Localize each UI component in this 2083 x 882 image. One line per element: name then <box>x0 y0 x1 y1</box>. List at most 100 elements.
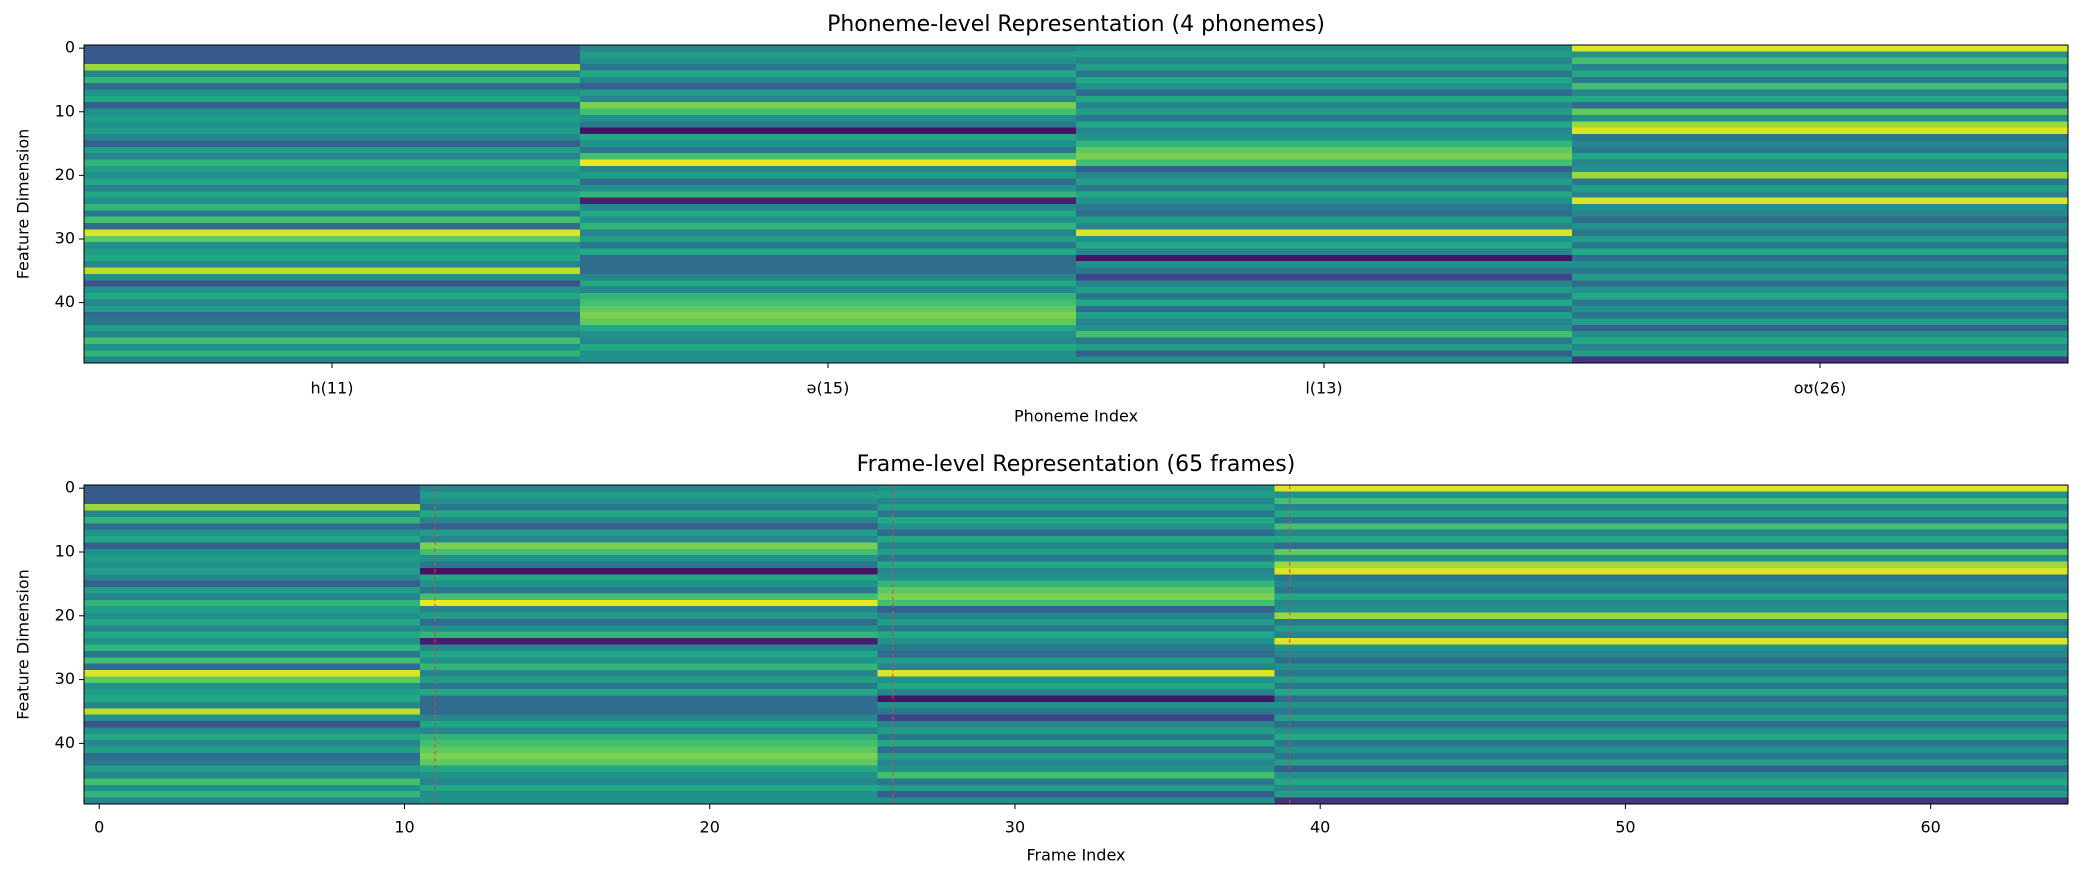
heatmap-cell <box>1076 172 1573 180</box>
heatmap-cell <box>84 273 581 281</box>
heatmap-cell <box>1274 778 2069 786</box>
y-tick-label: 20 <box>55 165 75 184</box>
heatmap-cell <box>1572 134 2069 141</box>
heatmap-cell <box>877 555 1275 563</box>
heatmap-cell <box>419 644 879 652</box>
heatmap-cell <box>1274 740 2069 748</box>
x-tick-label: oʊ(26) <box>1794 379 1847 398</box>
heatmap-cell <box>419 746 879 754</box>
heatmap-cell <box>1274 516 2069 524</box>
heatmap-cell <box>580 267 1077 275</box>
heatmap-cell <box>84 343 581 351</box>
heatmap-cell <box>877 714 1275 722</box>
heatmap-cell <box>1274 631 2069 639</box>
heatmap-cell <box>419 612 879 620</box>
heatmap-cell <box>1274 663 2069 671</box>
heatmap-cell <box>877 746 1275 754</box>
heatmap-cell <box>580 70 1077 78</box>
heatmap-cell <box>1076 57 1573 65</box>
heatmap-cell <box>419 721 879 728</box>
x-tick-label: 0 <box>94 818 104 837</box>
heatmap-cell <box>1274 797 2069 805</box>
heatmap-cell <box>877 708 1275 716</box>
heatmap-cell <box>1076 165 1573 173</box>
heatmap-cell <box>877 759 1275 767</box>
heatmap-cell <box>84 663 421 671</box>
heatmap-cell <box>84 625 421 633</box>
heatmap-cell <box>580 159 1077 167</box>
heatmap-cell <box>1076 45 1573 52</box>
heatmap-cell <box>877 638 1275 645</box>
heatmap-cell <box>1572 229 2069 237</box>
heatmap-cell <box>580 312 1077 319</box>
heatmap-cell <box>419 529 879 537</box>
heatmap-cell <box>877 612 1275 620</box>
heatmap-cell <box>1572 254 2069 262</box>
y-tick-label: 20 <box>55 605 75 624</box>
heatmap-cell <box>1572 159 2069 167</box>
heatmap-cell <box>1572 235 2069 243</box>
heatmap-cell <box>580 229 1077 237</box>
heatmap-cell <box>1076 108 1573 116</box>
heatmap-cell <box>84 204 581 211</box>
heatmap-cell <box>877 631 1275 639</box>
heatmap-cell <box>84 324 581 332</box>
heatmap-cell <box>580 114 1077 122</box>
heatmap-cell <box>84 574 421 582</box>
heatmap-cell <box>580 51 1077 59</box>
heatmap-cell <box>1572 343 2069 351</box>
heatmap-cell <box>1572 210 2069 218</box>
heatmap-cell <box>1572 76 2069 84</box>
heatmap-cell <box>877 791 1275 799</box>
chart-title: Phoneme-level Representation (4 phonemes… <box>827 12 1325 37</box>
heatmap-cell <box>580 350 1077 358</box>
x-tick-label: 40 <box>1310 818 1330 837</box>
heatmap-cell <box>1076 299 1573 307</box>
heatmap-cell <box>877 663 1275 671</box>
heatmap-cell <box>580 210 1077 218</box>
heatmap-cell <box>84 242 581 250</box>
heatmap-cell <box>877 574 1275 582</box>
heatmap-cell <box>1572 318 2069 326</box>
heatmap-cell <box>580 305 1077 313</box>
heatmap-cell <box>84 184 581 192</box>
heatmap-cell <box>84 497 421 505</box>
heatmap-cell <box>1076 83 1573 91</box>
heatmap-cell <box>580 146 1077 154</box>
heatmap-cell <box>84 64 581 71</box>
heatmap-cell <box>419 650 879 658</box>
heatmap-cell <box>1572 350 2069 358</box>
heatmap-cell <box>580 235 1077 243</box>
heatmap-cell <box>877 485 1275 492</box>
heatmap-cell <box>84 536 421 543</box>
x-tick-label: 20 <box>700 818 720 837</box>
heatmap-cell <box>84 670 421 677</box>
heatmap-cell <box>580 261 1077 269</box>
heatmap-cell <box>877 587 1275 594</box>
heatmap-cell <box>1572 197 2069 205</box>
heatmap-cell <box>877 657 1275 665</box>
heatmap-cell <box>84 765 421 773</box>
heatmap-cell <box>84 791 421 799</box>
heatmap-cell <box>877 542 1275 550</box>
heatmap-cell <box>580 64 1077 71</box>
heatmap-cell <box>580 242 1077 250</box>
heatmap-cell <box>580 127 1077 135</box>
heatmap-cell <box>580 165 1077 173</box>
heatmap-cell <box>580 331 1077 339</box>
heatmap-cell <box>84 248 581 256</box>
heatmap-cell <box>84 121 581 129</box>
heatmap-cell <box>1076 293 1573 300</box>
heatmap-cell <box>877 625 1275 633</box>
heatmap-cell <box>877 548 1275 556</box>
heatmap-cell <box>877 765 1275 773</box>
heatmap-cell <box>1076 70 1573 78</box>
x-tick-label: 30 <box>1005 818 1025 837</box>
heatmap-cell <box>1572 121 2069 129</box>
heatmap-cell <box>580 121 1077 129</box>
heatmap-cell <box>1572 146 2069 154</box>
heatmap-cell <box>1076 210 1573 218</box>
heatmap-cell <box>419 765 879 773</box>
heatmap-cell <box>419 740 879 748</box>
heatmap-cell <box>84 261 581 269</box>
